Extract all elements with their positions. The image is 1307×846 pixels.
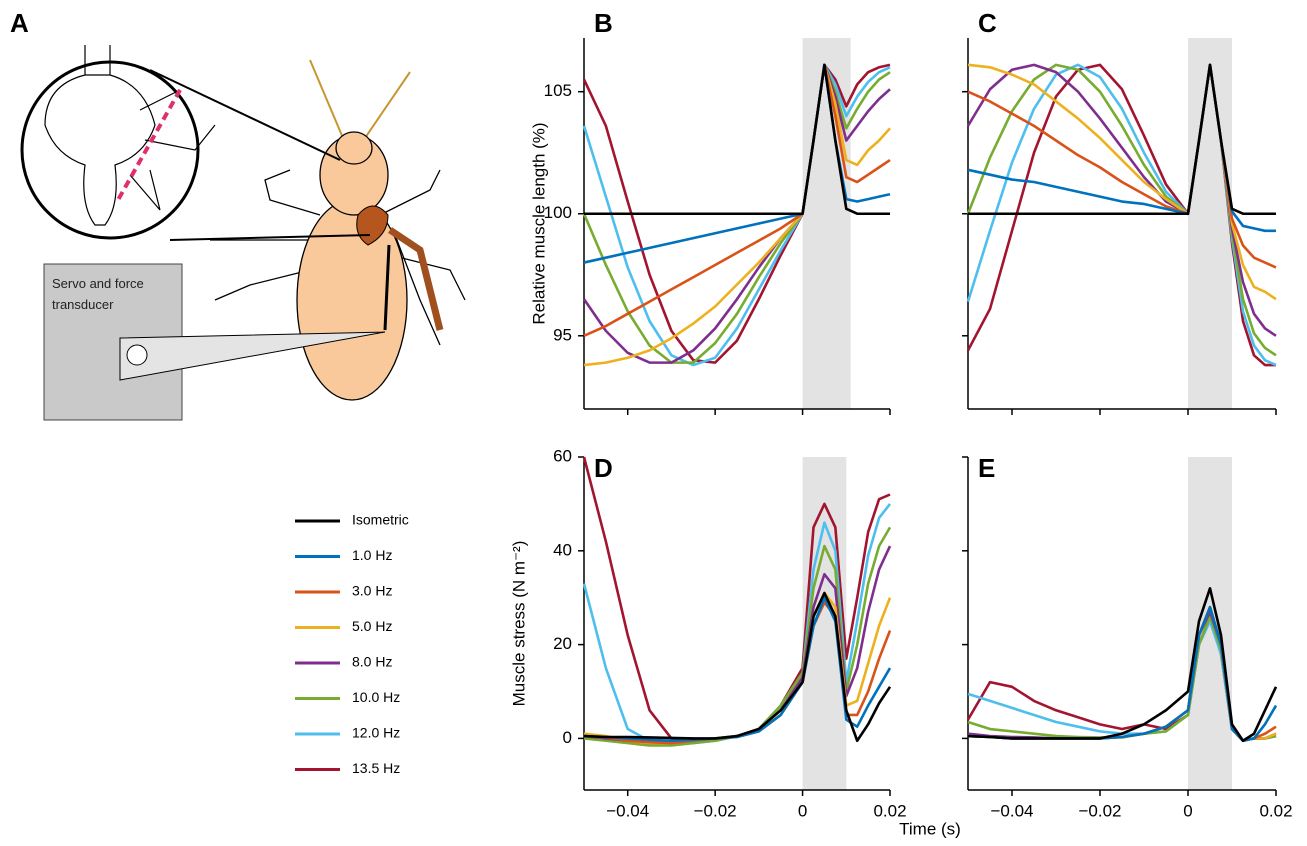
rod — [383, 244, 391, 331]
series-line — [583, 63, 891, 367]
y-tick-label: 95 — [553, 325, 572, 344]
box-label: Servo and force transducer — [52, 276, 144, 312]
series-line — [583, 596, 892, 743]
series-line — [968, 63, 1276, 216]
pivot — [126, 344, 148, 366]
panel: C — [962, 8, 1277, 415]
panel-letter: D — [594, 453, 613, 483]
y-axis-label: Muscle stress (N m⁻²) — [509, 541, 528, 707]
cut-line — [116, 89, 182, 201]
y-tick-label: 60 — [553, 446, 572, 465]
panel-letter: A — [10, 8, 29, 38]
x-tick-label: −0.04 — [606, 801, 649, 820]
x-axis-label: Time (s) — [899, 819, 961, 838]
stimulus-shade — [802, 38, 851, 409]
y-axis-label: Relative muscle length (%) — [529, 122, 548, 324]
series-line — [967, 63, 1277, 301]
series-line — [582, 63, 891, 367]
y-tick-label: 100 — [544, 203, 572, 222]
legend-label: 12.0 Hz — [352, 725, 400, 741]
legend-label: 8.0 Hz — [352, 654, 392, 670]
head — [335, 131, 373, 165]
lever — [119, 331, 386, 381]
legend-label: 10.0 Hz — [352, 689, 400, 705]
legend-label: 5.0 Hz — [352, 618, 392, 634]
stimulus-shade — [1188, 38, 1232, 409]
series-line — [966, 63, 1276, 367]
leg-highlight — [388, 227, 444, 331]
panel: 95 100 105 Relative muscle length (%) B — [529, 8, 891, 415]
series-line — [583, 526, 892, 747]
panel: 0 20 40 60 −0.04 −0.02 0 0.02 Muscle stress (N m… — [295, 446, 907, 820]
x-tick-label: −0.02 — [1078, 801, 1121, 820]
zoom-circle — [20, 60, 200, 240]
x-tick-label: 0 — [798, 801, 807, 820]
series-line — [583, 591, 892, 743]
y-tick-label: 105 — [544, 81, 572, 100]
antenna — [364, 71, 411, 139]
series-line — [967, 587, 1278, 743]
series-line — [582, 63, 891, 364]
series-line — [583, 63, 891, 264]
series-line — [583, 63, 891, 337]
panel-letter: C — [978, 8, 997, 38]
panel-letter: E — [978, 453, 995, 483]
zoom-line — [149, 69, 341, 161]
y-tick-label: 40 — [553, 540, 572, 559]
x-tick-label: −0.02 — [694, 801, 737, 820]
illustration: A — [10, 8, 466, 421]
x-tick-label: 0.02 — [873, 801, 906, 820]
nerve-drawing — [44, 45, 216, 226]
x-tick-label: 0.02 — [1259, 801, 1292, 820]
series-line — [966, 63, 1277, 357]
legend-label: 13.5 Hz — [352, 760, 400, 776]
x-tick-label: −0.04 — [990, 801, 1033, 820]
series-line — [967, 63, 1277, 269]
series-line — [966, 63, 1277, 337]
legend-label: 3.0 Hz — [352, 583, 392, 599]
panel: −0.04 −0.02 0 0.02 E — [962, 453, 1293, 820]
legend-label: Isometric — [352, 512, 409, 528]
series-line — [967, 63, 1276, 233]
zoom-line — [169, 234, 371, 241]
antenna — [309, 59, 344, 139]
y-tick-label: 20 — [553, 634, 572, 653]
legend-label: 1.0 Hz — [352, 547, 392, 563]
series-line — [584, 63, 890, 216]
x-tick-label: 0 — [1183, 801, 1192, 820]
panel-letter: B — [594, 8, 613, 38]
series-line — [582, 63, 891, 364]
y-tick-label: 0 — [563, 728, 572, 747]
series-line — [966, 63, 1277, 367]
